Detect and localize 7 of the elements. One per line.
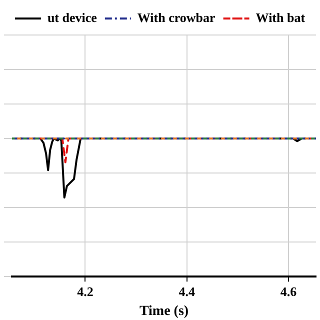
x-tick-label: 4.6 [280,284,298,299]
legend-label: ut device [47,10,98,25]
legend-label: With bat [256,10,306,25]
x-axis-title: Time (s) [139,304,189,320]
x-tick-label: 4.4 [178,284,196,299]
x-tick-label: 4.2 [77,284,94,299]
legend-label: With crowbar [137,10,216,25]
